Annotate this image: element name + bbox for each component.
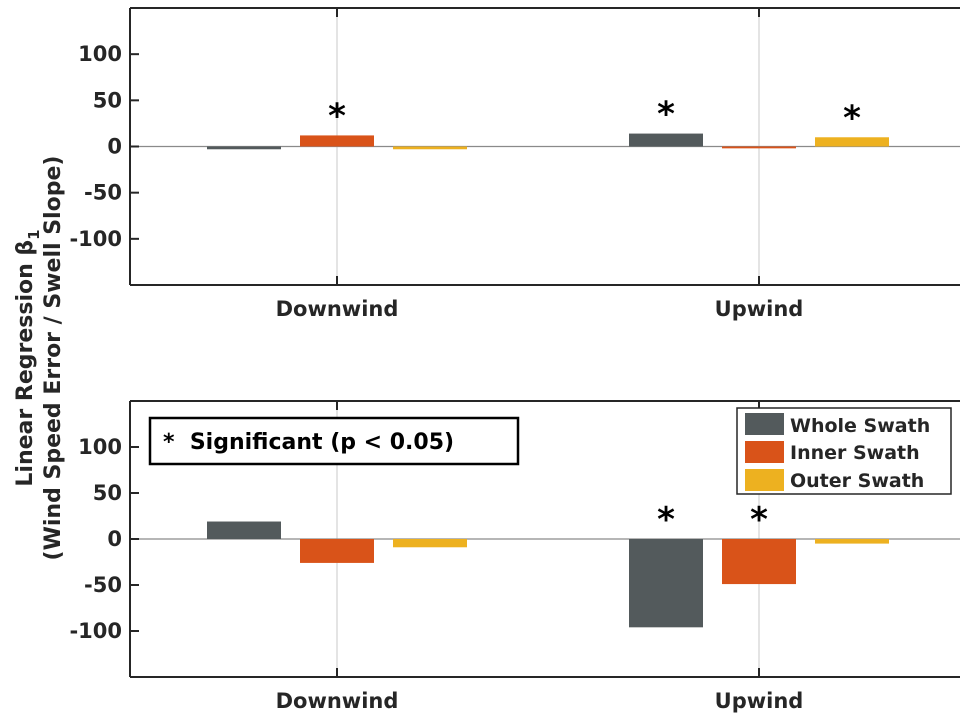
bar-inner-swath-upwind bbox=[722, 539, 796, 585]
y-axis-label-line2: (Wind Speed Error / Swell Slope) bbox=[41, 156, 66, 561]
y-tick-label: -100 bbox=[69, 619, 122, 643]
y-tick-label: 0 bbox=[107, 135, 122, 159]
bar-whole-swath-downwind bbox=[207, 521, 281, 539]
significance-star: * bbox=[328, 96, 346, 136]
y-tick-label: 50 bbox=[93, 88, 122, 112]
x-tick-label-upwind: Upwind bbox=[715, 297, 804, 321]
y-tick-label: -50 bbox=[84, 573, 122, 597]
panel-1: * * * -100 -50 0 50 100 Downwind Upwind bbox=[69, 7, 960, 321]
bar-outer-swath-downwind bbox=[393, 146, 467, 150]
bar-outer-swath-upwind bbox=[815, 137, 889, 147]
legend-swatch-outer-swath bbox=[745, 469, 784, 491]
bar-inner-swath-downwind bbox=[300, 135, 374, 147]
significance-star: * bbox=[843, 98, 861, 138]
bar-inner-swath-downwind bbox=[300, 539, 374, 563]
bar-whole-swath-downwind bbox=[207, 146, 281, 150]
bar-whole-swath-upwind bbox=[629, 539, 703, 628]
y-axis-label-main: Linear Regression β bbox=[13, 240, 38, 487]
legend-swatch-inner-swath bbox=[745, 441, 784, 463]
bar-outer-swath-downwind bbox=[393, 539, 467, 548]
y-tick-label: 50 bbox=[93, 481, 122, 505]
legend-label-inner-swath: Inner Swath bbox=[790, 442, 920, 464]
y-axis-label-line1: Linear Regression β1 bbox=[13, 229, 43, 486]
legend: Whole Swath Inner Swath Outer Swath bbox=[736, 407, 952, 495]
x-tick-label-downwind: Downwind bbox=[276, 689, 399, 713]
legend-swatch-whole-swath bbox=[745, 413, 784, 435]
significance-star: * bbox=[657, 500, 675, 540]
significance-note-box bbox=[148, 416, 520, 466]
y-tick-label: -50 bbox=[84, 181, 122, 205]
y-tick-label: -100 bbox=[69, 227, 122, 251]
significance-note-text: * Significant (p < 0.05) bbox=[163, 430, 454, 455]
legend-label-whole-swath: Whole Swath bbox=[790, 415, 930, 437]
legend-label-outer-swath: Outer Swath bbox=[790, 470, 924, 492]
bar-inner-swath-upwind bbox=[722, 146, 796, 149]
bar-outer-swath-upwind bbox=[815, 539, 889, 544]
x-tick-label-upwind: Upwind bbox=[715, 689, 804, 713]
y-tick-label: 100 bbox=[78, 42, 122, 66]
significance-star: * bbox=[657, 95, 675, 135]
significance-note: * Significant (p < 0.05) bbox=[148, 416, 520, 466]
y-tick-label: 100 bbox=[78, 435, 122, 459]
significance-star: * bbox=[750, 500, 768, 540]
x-tick-label-downwind: Downwind bbox=[276, 297, 399, 321]
y-tick-label: 0 bbox=[107, 527, 122, 551]
panel-2: * * -100 -50 0 50 100 Downwind Upwind bbox=[69, 400, 960, 713]
bar-whole-swath-upwind bbox=[629, 133, 703, 147]
y-axis-label-subscript: 1 bbox=[25, 229, 43, 239]
